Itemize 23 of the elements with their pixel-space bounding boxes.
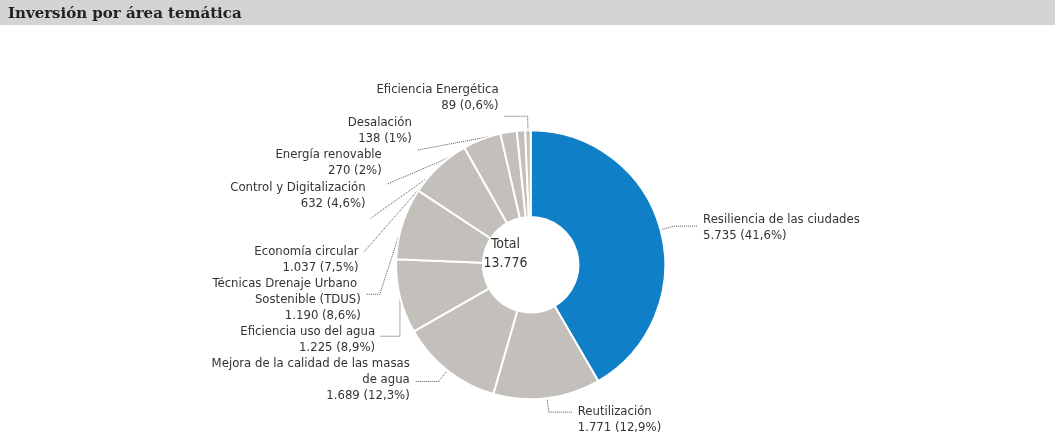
chart-title: Inversión por área temática <box>8 3 242 22</box>
slice-label: Reutilización <box>577 402 652 418</box>
slice-label: Mejora de la calidad de las masas de agua <box>211 354 410 386</box>
data-label: 1.771 (12,9%) <box>577 418 662 434</box>
data-label: 1.037 (7,5%) <box>282 258 359 274</box>
data-label: 1.190 (8,6%) <box>284 306 361 322</box>
data-label: 89 (0,6%) <box>441 97 499 113</box>
text: 13.776 <box>483 253 528 270</box>
data-label: 1.225 (8,9%) <box>299 338 376 354</box>
data-label: 1.689 (12,3%) <box>326 386 410 402</box>
slice-label: Eficiencia Energética <box>376 81 499 97</box>
slice-label: Técnicas Drenaje Urbano Sostenible (TDUS) <box>211 274 361 306</box>
slice-label: Eficiencia uso del agua <box>240 322 376 338</box>
text: Total <box>489 234 521 251</box>
slice-label: Economía circular <box>254 242 359 258</box>
data-label: 5.735 (41,6%) <box>703 226 787 242</box>
slice-label: Resiliencia de las ciudades <box>703 210 860 226</box>
slice-label: Control y Digitalización <box>230 178 366 194</box>
data-label: 138 (1%) <box>358 129 412 145</box>
slice-label: Energía renovable <box>275 146 382 162</box>
data-label: 270 (2%) <box>328 162 382 178</box>
slice-label: Desalación <box>347 113 412 129</box>
data-label: 632 (4,6%) <box>300 194 366 210</box>
